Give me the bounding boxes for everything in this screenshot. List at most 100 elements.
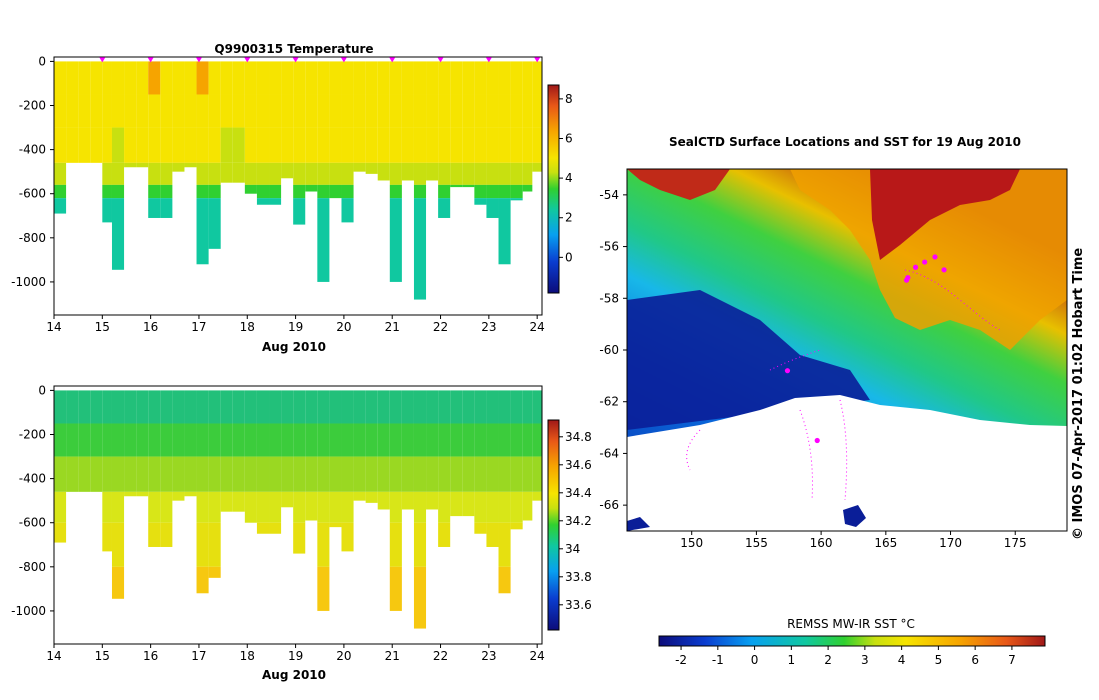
temperature-cell xyxy=(102,61,112,95)
x-tick-label: 20 xyxy=(336,320,351,334)
temperature-cell xyxy=(220,162,233,183)
sst-map-panel: SealCTD Surface Locations and SST for 19… xyxy=(599,135,1086,667)
temperature-cell xyxy=(293,61,306,95)
salinity-cell xyxy=(510,390,523,424)
sst-hot-region-west xyxy=(627,169,730,200)
salinity-cell xyxy=(90,390,103,424)
salinity-cell xyxy=(102,423,112,457)
surface-location-dot xyxy=(941,267,947,273)
temperature-cell xyxy=(196,162,209,185)
temperature-cell xyxy=(532,61,542,95)
temperature-cell xyxy=(450,162,463,185)
salinity-cell xyxy=(184,390,197,424)
salinity-cell xyxy=(329,491,342,523)
temperature-cell xyxy=(269,61,282,95)
temperature-cell xyxy=(148,184,161,199)
salinity-cell xyxy=(232,390,245,424)
y-tick-label: -600 xyxy=(19,516,46,530)
salinity-cell xyxy=(172,456,185,492)
temperature-cell xyxy=(510,162,523,185)
watermark-text: © IMOS 07-Apr-2017 01:02 Hobart Time xyxy=(1071,248,1086,540)
temperature-cell xyxy=(389,162,402,185)
temperature-cell xyxy=(54,127,67,163)
temperature-cell xyxy=(486,127,499,163)
sst-colorbar xyxy=(658,635,1046,647)
temperature-cell xyxy=(78,61,91,95)
salinity-cell xyxy=(136,390,149,424)
salinity-cell xyxy=(172,390,185,424)
salinity-cell xyxy=(532,491,542,501)
x-tick-label: 20 xyxy=(336,649,351,663)
temperature-cell xyxy=(111,127,125,163)
temperature-cell xyxy=(78,127,91,163)
temperature-cell xyxy=(102,94,112,128)
salinity-cell xyxy=(196,566,209,594)
temperature-cell xyxy=(438,198,451,218)
temperature-cell xyxy=(256,198,270,205)
salinity-cell xyxy=(498,491,511,523)
salinity-cell xyxy=(317,423,330,457)
salinity-cell xyxy=(293,390,306,424)
temperature-cell xyxy=(341,94,354,128)
salinity-cell xyxy=(111,522,125,567)
salinity-cell xyxy=(160,456,173,492)
temperature-cell xyxy=(66,61,79,95)
salinity-cell xyxy=(66,423,79,457)
colorbar-tick-label: 2 xyxy=(565,211,573,225)
profile-marker xyxy=(244,57,251,63)
salinity-x-label: Aug 2010 xyxy=(262,668,326,682)
salinity-cell xyxy=(450,423,463,457)
profile-marker xyxy=(147,57,154,63)
salinity-cell xyxy=(377,456,390,492)
temperature-cell xyxy=(244,94,257,128)
profile-marker xyxy=(437,57,444,63)
temperature-cell xyxy=(196,94,209,128)
salinity-cell xyxy=(353,423,366,457)
salinity-cell xyxy=(136,423,149,457)
temperature-cell xyxy=(269,94,282,128)
temperature-cell xyxy=(220,61,233,95)
temperature-cell xyxy=(462,94,475,128)
salinity-cell xyxy=(413,456,427,492)
y-tick-label: -58 xyxy=(599,291,619,305)
salinity-cell xyxy=(208,491,221,523)
x-tick-label: 24 xyxy=(530,649,545,663)
salinity-cell xyxy=(353,390,366,424)
salinity-cell xyxy=(510,522,523,530)
salinity-cell xyxy=(244,456,257,492)
salinity-cells xyxy=(54,390,542,629)
salinity-cell xyxy=(450,456,463,492)
salinity-cell xyxy=(208,456,221,492)
x-tick-label: 22 xyxy=(433,320,448,334)
profile-marker xyxy=(292,57,299,63)
temperature-cell xyxy=(136,61,149,95)
temperature-cell xyxy=(269,127,282,163)
salinity-cell xyxy=(160,522,173,547)
surface-location-dot xyxy=(814,437,820,444)
temperature-cell xyxy=(341,184,354,199)
temperature-cell xyxy=(281,162,294,179)
salinity-cell xyxy=(148,522,161,547)
temperature-cell xyxy=(281,127,294,163)
salinity-colorbar-ticks: 34.8 34.6 34.4 34.2 34 33.8 33.6 xyxy=(559,430,592,612)
salinity-cell xyxy=(329,423,342,457)
temperature-cell xyxy=(196,198,209,265)
salinity-cell xyxy=(413,423,427,457)
salinity-cell xyxy=(353,456,366,492)
sst-map-title: SealCTD Surface Locations and SST for 19… xyxy=(669,135,1021,149)
temperature-cell xyxy=(102,127,112,163)
salinity-cell xyxy=(102,390,112,424)
temperature-cell xyxy=(208,61,221,95)
temperature-cell xyxy=(305,127,318,163)
temperature-cell xyxy=(244,127,257,163)
surface-location-dot xyxy=(905,275,911,281)
temperature-cell xyxy=(293,198,306,225)
temperature-cell xyxy=(148,198,161,218)
salinity-cell xyxy=(401,456,414,492)
temperature-cell xyxy=(426,162,439,181)
colorbar-tick-label: 34.4 xyxy=(565,486,592,500)
salinity-cell xyxy=(413,491,427,523)
temperature-cell xyxy=(450,127,463,163)
temperature-cell xyxy=(317,127,330,163)
salinity-cell xyxy=(438,522,451,547)
